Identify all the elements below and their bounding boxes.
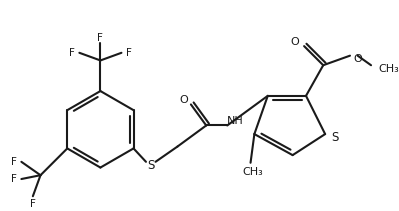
Text: S: S xyxy=(331,131,338,144)
Text: F: F xyxy=(11,157,17,167)
Text: F: F xyxy=(11,174,17,184)
Text: O: O xyxy=(353,54,362,65)
Text: NH: NH xyxy=(227,116,243,126)
Text: S: S xyxy=(147,159,154,172)
Text: O: O xyxy=(290,37,299,47)
Text: F: F xyxy=(97,34,103,43)
Text: F: F xyxy=(126,48,132,58)
Text: CH₃: CH₃ xyxy=(379,64,399,74)
Text: CH₃: CH₃ xyxy=(242,167,263,177)
Text: O: O xyxy=(179,95,188,105)
Text: F: F xyxy=(69,48,75,58)
Text: F: F xyxy=(30,199,36,209)
